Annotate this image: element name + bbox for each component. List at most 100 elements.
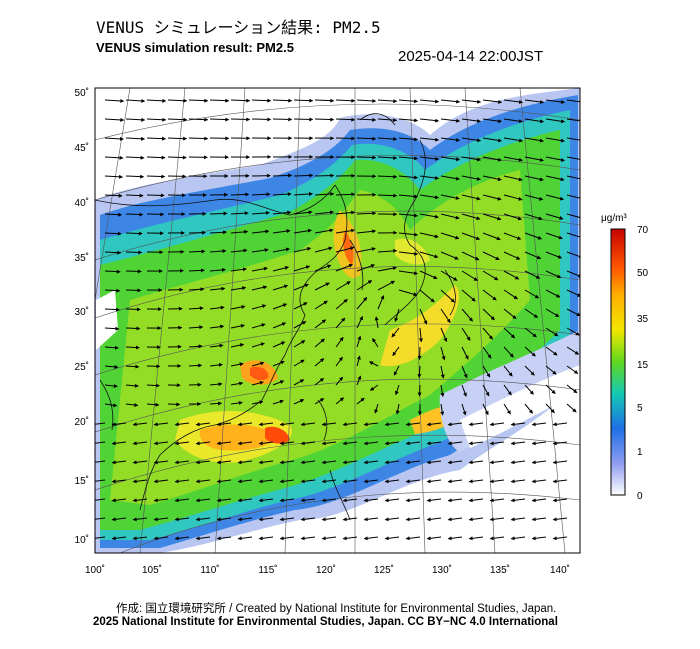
wind-arrow <box>377 295 385 310</box>
wind-arrow <box>503 99 524 104</box>
wind-arrow <box>342 460 358 465</box>
wind-arrow <box>125 307 141 312</box>
wind-arrow <box>230 381 244 386</box>
wind-arrow <box>95 498 106 501</box>
wind-arrow <box>174 422 190 427</box>
wind-arrow <box>489 460 505 465</box>
wind-arrow <box>293 246 312 253</box>
wind-arrow <box>125 231 143 236</box>
colorbar-unit: μg/m³ <box>601 213 627 224</box>
wind-arrow <box>524 232 543 240</box>
wind-arrow <box>545 365 557 375</box>
wind-arrow <box>230 286 247 291</box>
wind-arrow <box>335 397 345 405</box>
wind-arrow <box>95 441 106 444</box>
wind-arrow <box>482 327 493 340</box>
wind-arrow <box>440 137 461 142</box>
wind-arrow <box>440 213 460 220</box>
wind-arrow <box>503 270 520 280</box>
wind-arrow <box>524 175 544 182</box>
wind-arrow <box>531 498 547 503</box>
wind-arrow <box>417 365 422 379</box>
wind-arrow <box>510 517 526 522</box>
wind-arrow <box>545 251 563 259</box>
wind-arrow <box>104 326 120 331</box>
wind-arrow <box>104 250 122 255</box>
wind-arrow <box>447 517 463 522</box>
wind-arrow <box>293 192 314 197</box>
wind-arrow <box>552 536 568 541</box>
wind-arrow <box>489 536 505 541</box>
wind-arrow <box>174 479 190 484</box>
wind-arrow <box>419 251 439 259</box>
wind-arrow <box>394 384 400 396</box>
wind-arrow <box>419 156 440 161</box>
wind-arrow <box>426 441 442 446</box>
wind-arrow <box>258 498 274 503</box>
wind-arrow <box>374 403 379 414</box>
wind-arrow <box>209 286 226 291</box>
wind-arrow <box>314 300 328 310</box>
wind-arrow <box>356 375 362 386</box>
wind-arrow <box>104 269 121 274</box>
wind-arrow <box>356 397 365 405</box>
map-border <box>94 87 581 554</box>
wind-arrow <box>146 383 160 388</box>
wind-arrow <box>482 194 502 201</box>
wind-arrow <box>335 210 356 215</box>
wind-arrow <box>195 498 211 503</box>
wind-arrow <box>188 287 205 292</box>
lon-tick-label: 130˚ <box>432 564 452 576</box>
wind-arrow <box>461 175 481 181</box>
wind-arrow <box>405 517 421 522</box>
wind-arrow <box>440 194 460 200</box>
wind-arrow <box>447 441 463 446</box>
wind-arrow <box>503 289 518 300</box>
wind-arrow <box>566 175 580 180</box>
wind-arrow <box>111 517 127 522</box>
wind-arrow <box>95 536 106 539</box>
wind-arrow <box>356 98 377 103</box>
wind-arrow <box>335 356 343 367</box>
wind-arrow <box>394 308 400 322</box>
wind-arrow <box>398 232 419 237</box>
wind-arrow <box>503 308 517 320</box>
wind-arrow <box>300 460 316 465</box>
wind-arrow <box>524 270 541 279</box>
wind-arrow <box>216 422 232 427</box>
colorbar-label: 0 <box>637 491 643 502</box>
wind-arrow <box>440 289 455 303</box>
wind-arrow <box>104 231 122 236</box>
wind-arrow <box>230 400 243 405</box>
wind-arrow <box>369 361 379 367</box>
wind-arrow <box>398 194 419 199</box>
wind-arrow <box>398 289 418 297</box>
wind-arrow <box>188 136 209 141</box>
wind-arrow <box>251 380 264 386</box>
wind-arrow <box>545 327 559 337</box>
lat-tick-label: 30˚ <box>75 306 89 318</box>
wind-arrow <box>111 536 127 541</box>
wind-arrow <box>418 327 423 343</box>
wind-arrow <box>146 136 167 141</box>
wind-arrow <box>314 338 325 348</box>
wind-arrow <box>461 99 482 104</box>
wind-arrow <box>440 232 460 240</box>
wind-arrow <box>552 422 568 427</box>
wind-arrow <box>230 362 244 367</box>
wind-arrow <box>461 156 482 162</box>
wind-arrow <box>468 441 484 446</box>
wind-arrow <box>384 460 400 465</box>
wind-arrow <box>503 213 523 221</box>
wind-arrow <box>95 422 106 425</box>
wind-arrow <box>440 99 461 104</box>
wind-arrow <box>132 441 148 446</box>
lat-tick-label: 50˚ <box>75 87 89 99</box>
wind-arrow <box>384 441 400 446</box>
wind-arrow <box>132 517 148 522</box>
wind-arrow <box>356 247 376 253</box>
wind-arrow <box>342 479 358 484</box>
wind-arrow <box>524 327 537 338</box>
wind-arrow <box>545 213 564 220</box>
